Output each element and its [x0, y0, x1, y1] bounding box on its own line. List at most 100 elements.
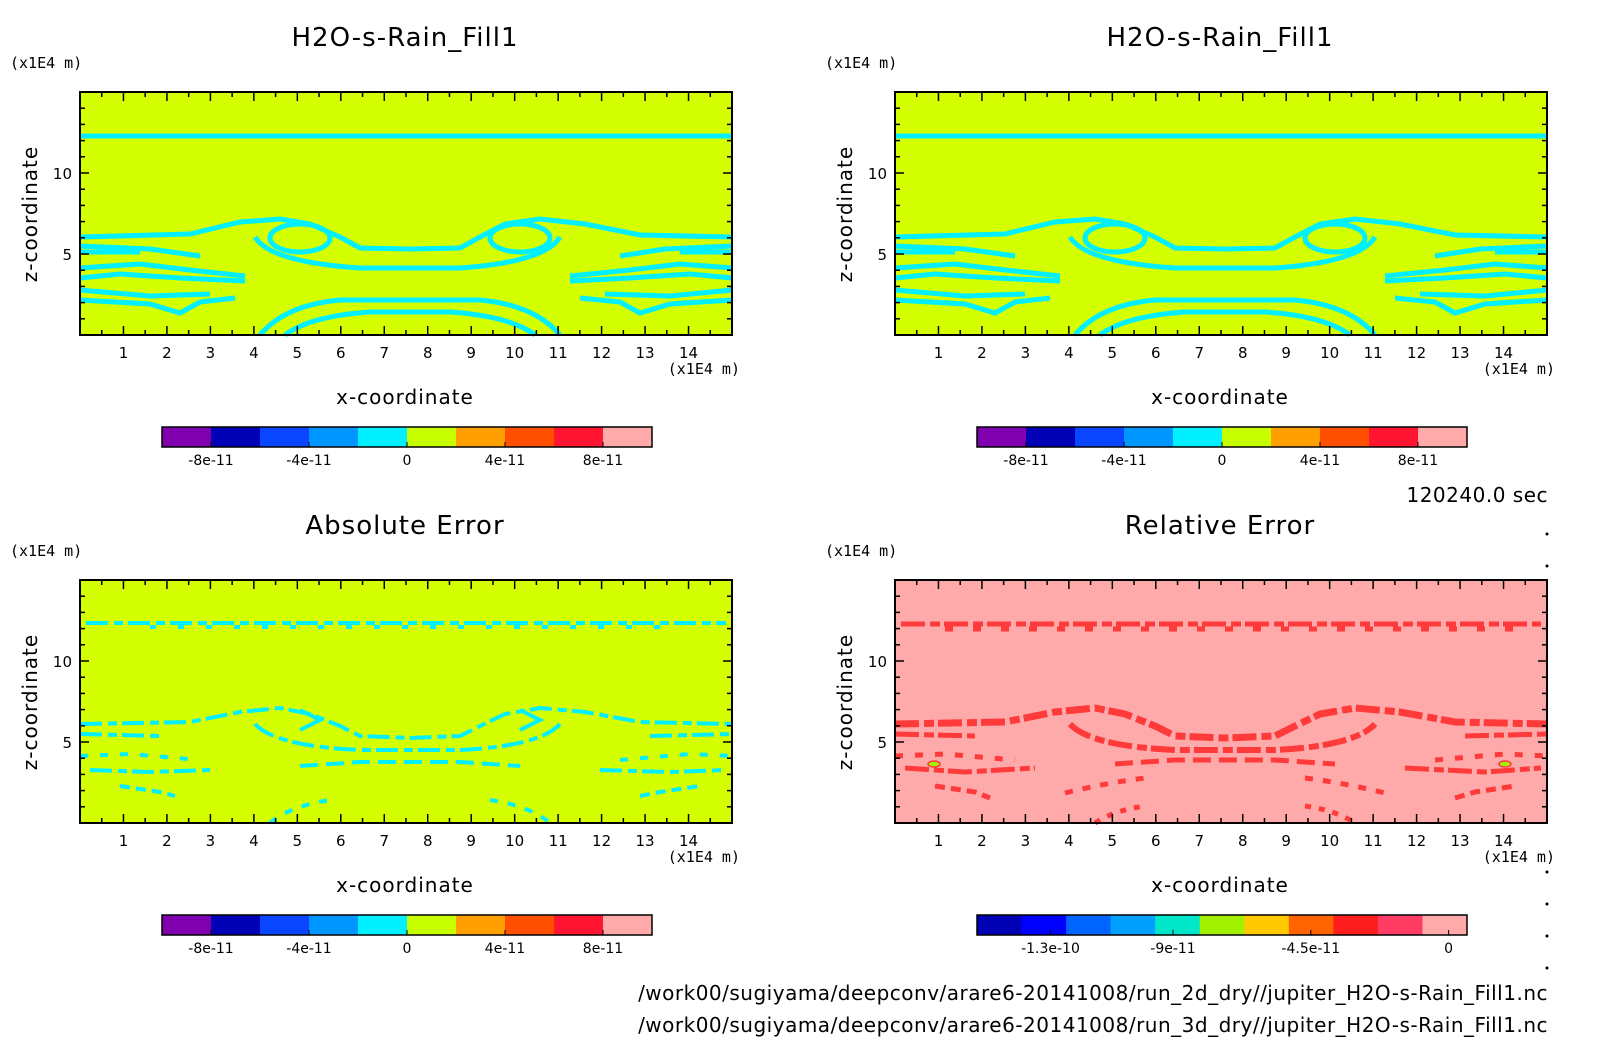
colorbar-tick-label: -9e-11 — [1150, 941, 1195, 957]
colorbar-swatch — [1110, 915, 1156, 935]
plot-area — [894, 579, 1548, 826]
x-tick-label: 4 — [1064, 344, 1074, 362]
x-tick-label: 2 — [162, 344, 172, 362]
edge-dot — [1545, 870, 1549, 874]
colorbar-tick-label: 0 — [403, 941, 412, 957]
colorbar-tick-label: -4e-11 — [1101, 453, 1146, 469]
x-tick-label: 12 — [1407, 832, 1426, 850]
y-tick-label: 5 — [877, 734, 887, 752]
contour-line — [894, 243, 1016, 259]
x-tick-label: 5 — [1108, 344, 1118, 362]
x-tick-label: 7 — [1194, 344, 1204, 362]
colorbar-swatch — [407, 427, 457, 447]
colorbar-swatch — [505, 915, 555, 935]
contour-line — [894, 216, 1548, 252]
colorbar-swatch — [1124, 427, 1174, 447]
y-tick-label: 10 — [868, 165, 887, 183]
x-tick-label: 8 — [423, 344, 433, 362]
colorbar-swatch — [1422, 915, 1468, 935]
colorbar-swatch — [1271, 427, 1321, 447]
colorbar-tick-label: 0 — [1444, 941, 1453, 957]
x-tick-label: 6 — [1151, 344, 1161, 362]
colorbar-swatch — [358, 915, 408, 935]
contour-line — [639, 784, 701, 798]
x-tick-label: 11 — [1364, 344, 1383, 362]
x-tick-label: 5 — [293, 832, 303, 850]
colorbar-swatch — [603, 427, 653, 447]
file-path-2d: /work00/sugiyama/deepconv/arare6-2014100… — [638, 981, 1548, 1005]
x-tick-label: 2 — [977, 832, 987, 850]
colorbar-swatch — [1377, 915, 1423, 935]
contour-line — [89, 768, 211, 775]
colorbar-swatch — [1320, 427, 1370, 447]
colorbar-frame — [976, 914, 1468, 936]
y-tick-label: 5 — [62, 246, 72, 264]
y-tick-label: 5 — [877, 246, 887, 264]
contour-line — [1464, 731, 1548, 739]
x-tick-label: 9 — [466, 832, 476, 850]
colorbar: -1.3e-10 -9e-11 -4.5e-11 0 — [976, 914, 1468, 957]
x-tick-label: 8 — [1238, 344, 1248, 362]
contour-line — [1067, 721, 1378, 753]
panel-top-left: H2O-s-Rain_Fill1 (x1E4 m) z-coordinate — [10, 23, 740, 469]
x-tick-label: 9 — [1281, 832, 1291, 850]
x-tick-label: 9 — [466, 344, 476, 362]
contour-line — [894, 731, 976, 739]
contour-layer — [894, 621, 1548, 826]
x-tick-label: 14 — [1494, 344, 1513, 362]
plot-background — [80, 580, 732, 823]
contour-line — [1067, 235, 1378, 271]
x-tick-label: 7 — [379, 832, 389, 850]
x-tick-label: 12 — [592, 344, 611, 362]
panel-title: H2O-s-Rain_Fill1 — [1107, 23, 1334, 53]
colorbar-swatch — [1244, 915, 1290, 935]
colorbar-swatch — [1021, 915, 1067, 935]
colorbar-swatch — [1199, 915, 1245, 935]
x-tick-label: 10 — [505, 344, 524, 362]
x-tick-label: 3 — [206, 344, 216, 362]
colorbar-swatch — [1333, 915, 1379, 935]
x-tick-label: 7 — [379, 344, 389, 362]
small-marker — [927, 760, 941, 768]
small-marker — [1498, 760, 1512, 768]
colorbar-swatch — [162, 915, 212, 935]
colorbar-tick-label: 4e-11 — [485, 941, 525, 957]
x-tick-label: 11 — [549, 344, 568, 362]
panel-top-right: H2O-s-Rain_Fill1 (x1E4 m) z-coordinate — [825, 23, 1555, 469]
colorbar-tick-label: 8e-11 — [1398, 453, 1438, 469]
tick-layer — [79, 579, 733, 824]
plot-background — [895, 580, 1547, 823]
tick-layer — [894, 579, 1548, 824]
x-tick-label: 10 — [1320, 344, 1339, 362]
colorbar-swatch — [309, 427, 359, 447]
x-tick-label: 11 — [1364, 832, 1383, 850]
panel-bottom-left: Absolute Error (x1E4 m) z-coordinate — [10, 511, 740, 957]
colorbar-tick-label: -8e-11 — [1003, 453, 1048, 469]
x-unit-label: (x1E4 m) — [1483, 360, 1555, 378]
colorbar-tick-label: 0 — [1218, 453, 1227, 469]
contour-line — [252, 235, 563, 271]
contour-line — [579, 295, 733, 316]
edge-dot — [1545, 966, 1549, 970]
contour-line — [619, 243, 733, 259]
colorbar-tick-label: -8e-11 — [188, 453, 233, 469]
x-tick-label: 13 — [636, 832, 655, 850]
contour-line — [79, 261, 246, 279]
x-tick-label: 4 — [249, 832, 259, 850]
colorbar-swatch — [505, 427, 555, 447]
x-tick-label: 1 — [934, 344, 944, 362]
tick-layer — [79, 91, 733, 336]
colorbar-swatch — [211, 427, 261, 447]
contour-line — [619, 751, 733, 762]
x-tick-label: 10 — [505, 832, 524, 850]
contour-line — [79, 271, 246, 284]
contour-line — [904, 765, 1036, 775]
colorbar-swatch — [211, 915, 261, 935]
contour-line — [1114, 757, 1336, 767]
x-tick-label: 1 — [119, 832, 129, 850]
contour-line — [1434, 243, 1548, 259]
contour-line — [1454, 783, 1516, 801]
contour-line — [253, 722, 562, 752]
contour-line — [79, 216, 733, 252]
contour-line — [79, 287, 211, 299]
